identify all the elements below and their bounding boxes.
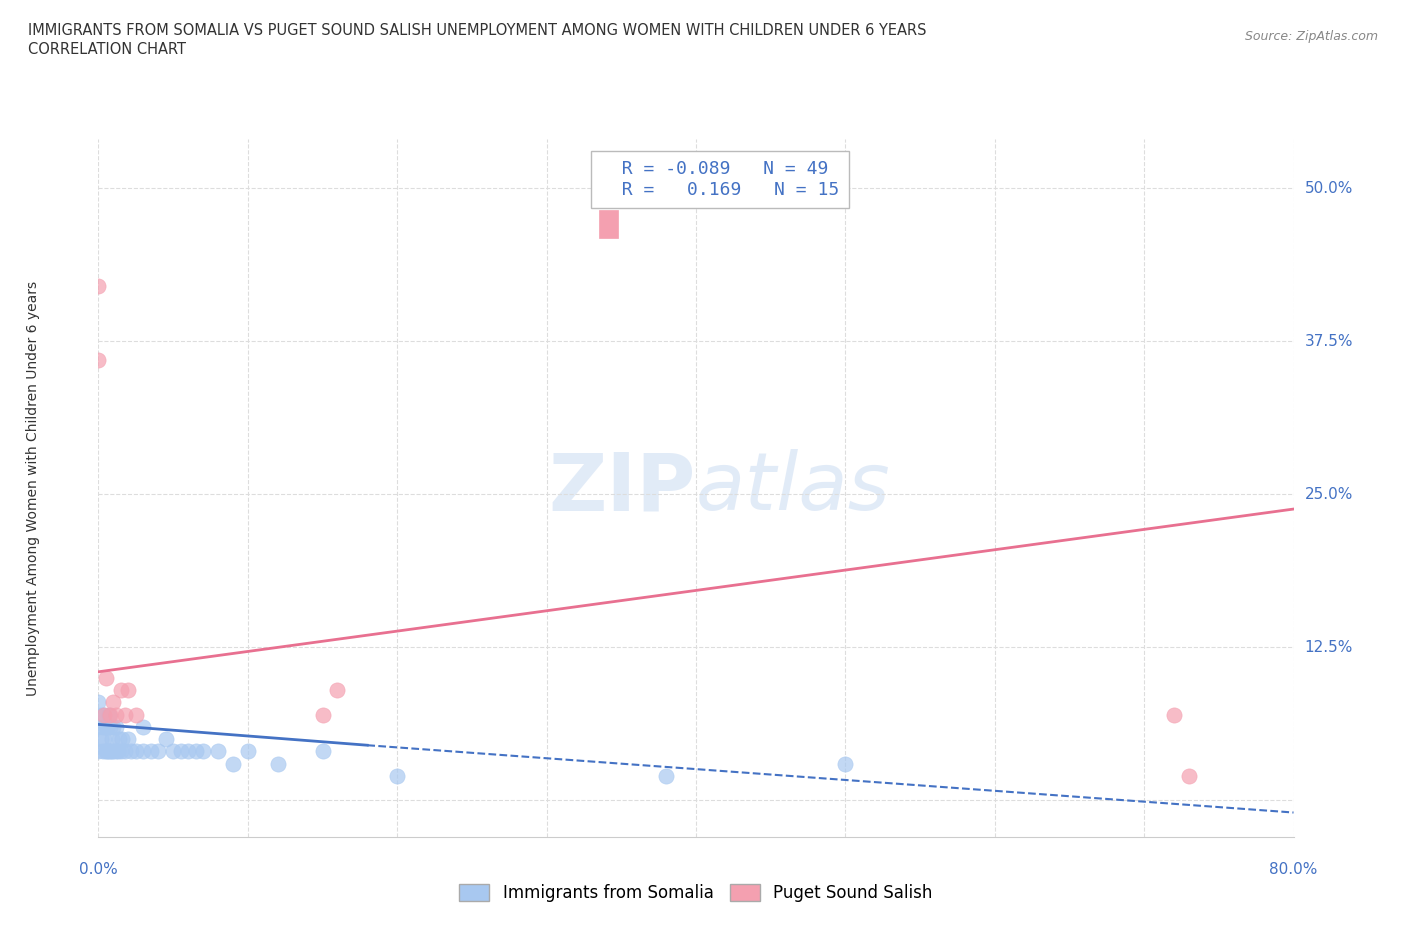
Point [105, 720, 128, 735]
Text: CORRELATION CHART: CORRELATION CHART [28, 42, 186, 57]
Text: ZIP: ZIP [548, 449, 696, 527]
Point [87, 720, 110, 735]
Text: 37.5%: 37.5% [1305, 334, 1353, 349]
Text: 25.0%: 25.0% [1305, 487, 1353, 502]
Point [110, 744, 132, 759]
Text: 80.0%: 80.0% [1270, 862, 1317, 877]
Point [1178, 768, 1201, 783]
Point [385, 768, 409, 783]
Point [132, 720, 155, 735]
Point [101, 732, 124, 747]
Point [97, 707, 120, 722]
Point [207, 744, 229, 759]
Point [90, 732, 112, 747]
Text: 0.0%: 0.0% [79, 862, 118, 877]
Point [96, 720, 118, 735]
Point [191, 744, 214, 759]
Point [148, 744, 170, 759]
Text: atlas: atlas [696, 449, 891, 527]
Point [98, 720, 122, 735]
Text: 50.0%: 50.0% [1305, 181, 1353, 196]
Point [125, 707, 148, 722]
Point [103, 744, 125, 759]
Point [655, 768, 678, 783]
Point [91, 720, 114, 735]
Point [91, 744, 114, 759]
Point [114, 707, 136, 722]
Point [87, 744, 110, 759]
Point [108, 732, 131, 747]
Point [93, 707, 115, 722]
Legend: Immigrants from Somalia, Puget Sound Salish: Immigrants from Somalia, Puget Sound Sal… [453, 877, 939, 909]
Point [93, 732, 115, 747]
Point [87, 279, 110, 294]
Point [1163, 707, 1185, 722]
Point [94, 671, 117, 685]
Point [139, 744, 162, 759]
Point [326, 683, 349, 698]
Text: R = -0.089   N = 49
  R =   0.169   N = 15: R = -0.089 N = 49 R = 0.169 N = 15 [600, 161, 839, 199]
Point [87, 352, 110, 367]
Point [94, 744, 117, 759]
Point [114, 744, 136, 759]
Point [222, 756, 245, 771]
Point [132, 744, 155, 759]
Point [96, 744, 118, 759]
Point [103, 695, 125, 710]
Point [103, 720, 125, 735]
Point [117, 683, 139, 698]
Text: Unemployment Among Women with Children Under 6 years: Unemployment Among Women with Children U… [25, 281, 39, 696]
Text: IMMIGRANTS FROM SOMALIA VS PUGET SOUND SALISH UNEMPLOYMENT AMONG WOMEN WITH CHIL: IMMIGRANTS FROM SOMALIA VS PUGET SOUND S… [28, 23, 927, 38]
Point [177, 744, 200, 759]
Point [311, 707, 333, 722]
Point [105, 744, 128, 759]
Point [162, 744, 184, 759]
Point [101, 744, 124, 759]
Point [93, 707, 115, 722]
Point [155, 732, 177, 747]
Text: Source: ZipAtlas.com: Source: ZipAtlas.com [1244, 30, 1378, 43]
Point [94, 720, 117, 735]
Point [120, 744, 142, 759]
Point [105, 707, 128, 722]
Point [87, 695, 110, 710]
Point [98, 707, 122, 722]
Point [267, 756, 290, 771]
Point [311, 744, 333, 759]
Point [98, 744, 122, 759]
Point [97, 744, 120, 759]
Point [184, 744, 207, 759]
Point [125, 744, 148, 759]
Point [236, 744, 259, 759]
Text: 12.5%: 12.5% [1305, 640, 1353, 655]
Point [169, 744, 191, 759]
Point [90, 707, 112, 722]
Point [117, 732, 139, 747]
Point [110, 683, 132, 698]
Point [834, 756, 856, 771]
Point [111, 732, 134, 747]
Point [107, 744, 129, 759]
